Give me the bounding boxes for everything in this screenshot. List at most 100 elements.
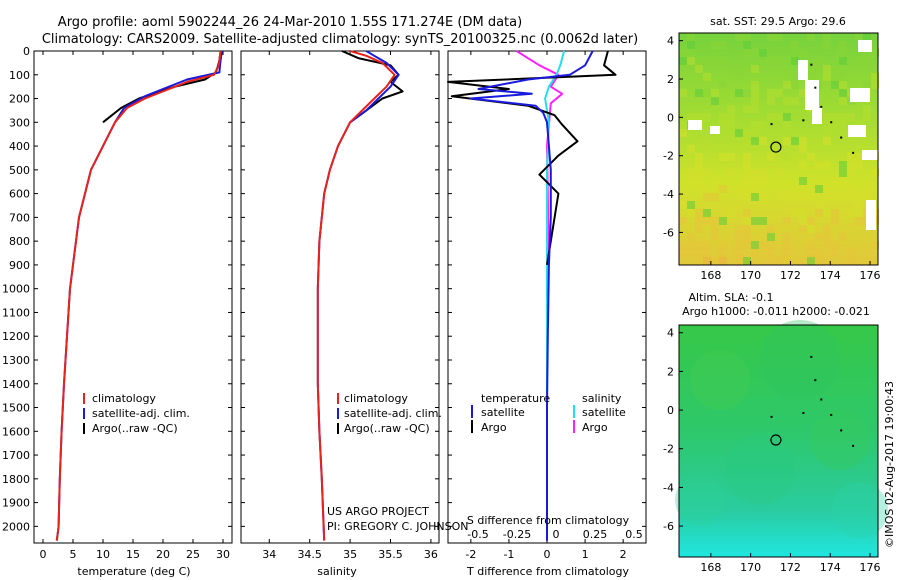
sst-gap bbox=[688, 120, 702, 130]
y-tick-label: 1700 bbox=[2, 449, 30, 462]
sst-cell bbox=[831, 241, 839, 249]
sst-cell bbox=[767, 225, 775, 233]
sst-cell bbox=[823, 193, 831, 201]
sst-cell bbox=[831, 73, 839, 81]
sst-cell bbox=[695, 145, 703, 153]
temperature-legend: climatology satellite-adj. clim. Argo(..… bbox=[83, 392, 190, 435]
sst-cell bbox=[863, 137, 871, 145]
sst-cell bbox=[759, 169, 767, 177]
sst-cell bbox=[799, 137, 807, 145]
sst-cell bbox=[695, 113, 703, 121]
sst-cell bbox=[831, 209, 839, 217]
sst-cell bbox=[847, 257, 855, 265]
x-tick-label: 20 bbox=[156, 548, 170, 561]
sst-cell bbox=[687, 201, 695, 209]
salinity-panel: 34 34.5 35 35.5 36 bbox=[240, 50, 440, 561]
y-tick-label: 1900 bbox=[2, 497, 30, 510]
sst-cell bbox=[839, 81, 847, 89]
sst-cell bbox=[855, 153, 863, 161]
sst-cell bbox=[751, 89, 759, 97]
island-speck bbox=[852, 151, 855, 154]
temperature-axis-label: temperature (deg C) bbox=[77, 565, 190, 578]
sst-cell bbox=[823, 241, 831, 249]
sst-cell bbox=[807, 193, 815, 201]
temperature-panel: 0100200300400500600700800900100011001200… bbox=[2, 45, 233, 561]
sst-cell bbox=[863, 113, 871, 121]
sst-cell bbox=[743, 129, 751, 137]
sst-cell bbox=[839, 129, 847, 137]
x-tick-label: 15 bbox=[126, 548, 140, 561]
sst-cell bbox=[695, 65, 703, 73]
sst-cell bbox=[823, 209, 831, 217]
sst-cell bbox=[783, 137, 791, 145]
imos-credit: ©IMOS 02-Aug-2017 19:00:43 bbox=[883, 381, 896, 548]
sst-cell bbox=[831, 81, 839, 89]
sst-cell bbox=[791, 57, 799, 65]
sst-cell bbox=[847, 161, 855, 169]
sst-cell bbox=[711, 97, 719, 105]
sst-cell bbox=[839, 73, 847, 81]
sst-cell bbox=[719, 185, 727, 193]
sst-cell bbox=[719, 41, 727, 49]
sst-cell bbox=[783, 97, 791, 105]
sst-cell bbox=[751, 193, 759, 201]
sst-cell bbox=[743, 209, 751, 217]
sst-cell bbox=[799, 185, 807, 193]
y-tick-label: 1500 bbox=[2, 402, 30, 415]
sst-cell bbox=[751, 97, 759, 105]
sst-cell bbox=[727, 65, 735, 73]
sst-cell bbox=[871, 169, 879, 177]
sla-blotch bbox=[675, 475, 725, 525]
sst-cell bbox=[703, 89, 711, 97]
sst-cell bbox=[695, 161, 703, 169]
sst-cell bbox=[703, 185, 711, 193]
sst-cell bbox=[735, 89, 743, 97]
sst-cell bbox=[719, 121, 727, 129]
pi-credit: PI: GREGORY C. JOHNSON bbox=[327, 520, 468, 533]
legend-label: Argo bbox=[481, 421, 507, 434]
sst-cell bbox=[815, 257, 823, 265]
sst-field bbox=[679, 33, 878, 265]
sst-cell bbox=[847, 153, 855, 161]
y-tick-label: 500 bbox=[9, 164, 30, 177]
sst-cell bbox=[751, 121, 759, 129]
island-speck bbox=[820, 105, 823, 108]
y-tick-label: 800 bbox=[9, 235, 30, 248]
sst-cell bbox=[823, 225, 831, 233]
y-tick-label: 700 bbox=[9, 211, 30, 224]
sst-cell bbox=[863, 81, 871, 89]
sst-cell bbox=[839, 233, 847, 241]
sst-cell bbox=[703, 217, 711, 225]
sst-cell bbox=[751, 137, 759, 145]
sst-cell bbox=[719, 81, 727, 89]
sst-cell bbox=[767, 57, 775, 65]
sst-map-title: sat. SST: 29.5 Argo: 29.6 bbox=[710, 15, 846, 28]
x-tick-label: 35.5 bbox=[378, 548, 403, 561]
sst-cell bbox=[775, 257, 783, 265]
y-tick-label: 1600 bbox=[2, 425, 30, 438]
sst-cell bbox=[743, 225, 751, 233]
sst-cell bbox=[711, 225, 719, 233]
header-line2: Climatology: CARS2009. Satellite-adjuste… bbox=[42, 32, 638, 47]
x-tick-label: 25 bbox=[186, 548, 200, 561]
map-y-tick-label: 0 bbox=[667, 404, 674, 417]
sst-cell bbox=[751, 105, 759, 113]
sst-cell bbox=[815, 161, 823, 169]
sla-field bbox=[679, 325, 878, 557]
legend-label: climatology bbox=[344, 392, 408, 405]
sst-cell bbox=[743, 153, 751, 161]
map-y-tick-label: -2 bbox=[663, 150, 674, 163]
x-tick-label: 36 bbox=[424, 548, 438, 561]
sst-cell bbox=[759, 49, 767, 57]
map-y-tick-label: -6 bbox=[663, 520, 674, 533]
island-speck bbox=[770, 123, 773, 126]
sst-cell bbox=[695, 185, 703, 193]
sst-cell bbox=[751, 65, 759, 73]
sst-cell bbox=[823, 65, 831, 73]
sst-cell bbox=[743, 241, 751, 249]
sst-cell bbox=[727, 169, 735, 177]
sst-cell bbox=[727, 113, 735, 121]
sst-cell bbox=[831, 177, 839, 185]
sst-cell bbox=[823, 137, 831, 145]
sst-cell bbox=[807, 217, 815, 225]
